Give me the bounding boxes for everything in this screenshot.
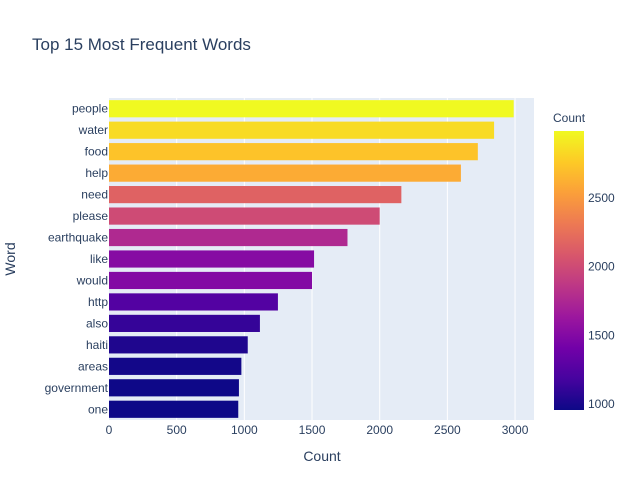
y-tick-label: government — [45, 381, 109, 395]
colorbar — [554, 131, 584, 410]
bar-people — [109, 100, 514, 118]
colorbar-tick-label: 2000 — [588, 260, 615, 274]
chart-title: Top 15 Most Frequent Words — [32, 35, 251, 54]
colorbar-tick-label: 1000 — [588, 397, 615, 411]
x-axis-title: Count — [303, 448, 340, 464]
bar-water — [109, 121, 495, 139]
colorbar-tick-label: 1500 — [588, 328, 615, 342]
x-tick-label: 2000 — [366, 423, 393, 437]
x-tick-label: 3000 — [502, 423, 529, 437]
bar-please — [109, 207, 380, 225]
colorbar-tick-labels: 1000 1500 2000 2500 — [588, 191, 615, 411]
x-tick-label: 500 — [167, 423, 187, 437]
y-tick-labels: people water food help need please earthquake l… — [45, 102, 109, 417]
y-axis-title: Word — [2, 242, 18, 275]
bar-need — [109, 186, 402, 204]
y-tick-label: like — [90, 252, 108, 266]
bar-areas — [109, 357, 242, 375]
bar-also — [109, 314, 260, 332]
y-tick-label: people — [72, 102, 108, 116]
bar-would — [109, 271, 313, 290]
bar-help — [109, 164, 461, 182]
bar-earthquake — [109, 228, 348, 247]
colorbar-title: Count — [553, 111, 586, 125]
y-tick-label: haiti — [86, 338, 108, 352]
y-tick-label: earthquake — [48, 231, 108, 245]
y-tick-label: water — [78, 123, 108, 137]
bar-government — [109, 379, 239, 397]
x-tick-label: 1000 — [231, 423, 258, 437]
y-tick-label: would — [76, 273, 108, 287]
bar-one — [109, 400, 239, 418]
y-tick-label: also — [86, 316, 108, 330]
bar-like — [109, 250, 315, 268]
y-tick-label: one — [88, 402, 108, 416]
bars — [109, 100, 514, 418]
y-tick-label: food — [85, 145, 108, 159]
x-tick-label: 1500 — [299, 423, 326, 437]
bar-food — [109, 143, 478, 161]
bar-haiti — [109, 336, 248, 354]
y-tick-label: need — [81, 188, 108, 202]
y-tick-label: help — [85, 166, 108, 180]
x-tick-label: 0 — [106, 423, 113, 437]
colorbar-tick-label: 2500 — [588, 191, 615, 205]
y-tick-label: please — [73, 209, 109, 223]
y-tick-label: areas — [78, 359, 108, 373]
x-tick-labels: 0 500 1000 1500 2000 2500 3000 — [106, 423, 529, 437]
x-tick-label: 2500 — [434, 423, 461, 437]
bar-http — [109, 293, 278, 311]
y-tick-label: http — [88, 295, 108, 309]
